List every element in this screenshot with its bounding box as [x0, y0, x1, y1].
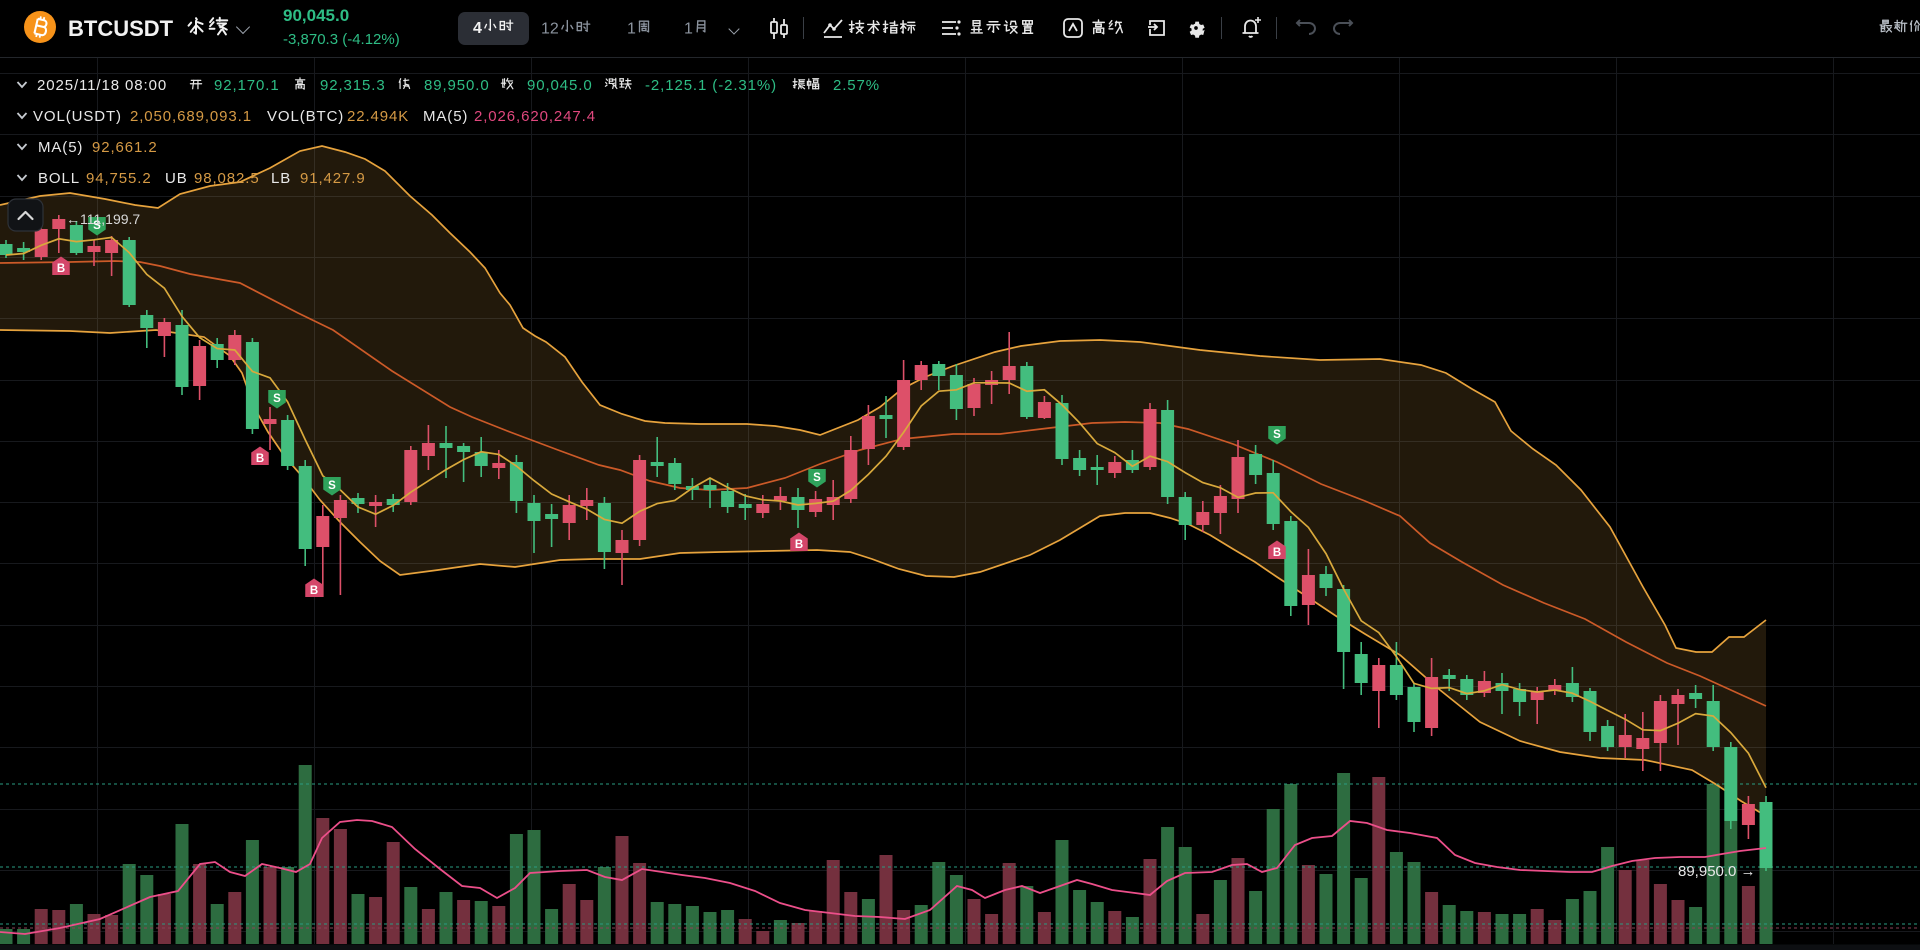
svg-text:B: B [57, 263, 65, 275]
svg-text:S: S [273, 393, 281, 405]
svg-text:B: B [310, 585, 318, 597]
svg-text:S: S [93, 220, 101, 232]
svg-text:B: B [1273, 547, 1281, 559]
svg-text:←111,199.7: ←111,199.7 [66, 211, 140, 227]
svg-text:B: B [795, 539, 803, 551]
svg-text:89,950.0 →: 89,950.0 → [1678, 863, 1756, 880]
svg-text:S: S [813, 472, 821, 484]
svg-text:B: B [256, 453, 264, 465]
svg-text:S: S [328, 480, 336, 492]
svg-text:S: S [1273, 429, 1281, 441]
